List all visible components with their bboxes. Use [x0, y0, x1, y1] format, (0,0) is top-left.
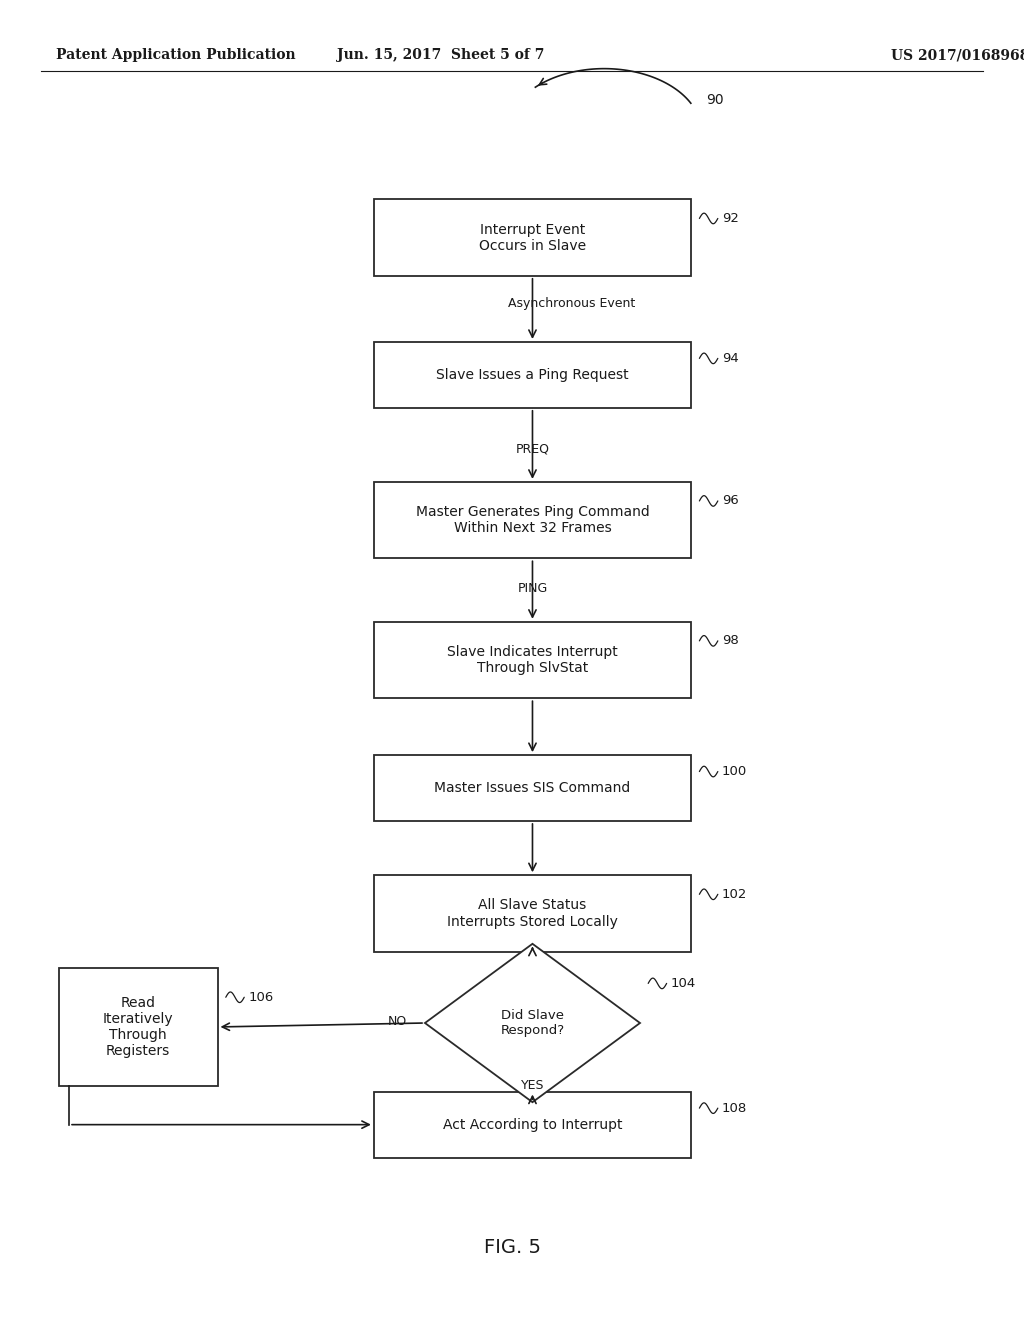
Text: Jun. 15, 2017  Sheet 5 of 7: Jun. 15, 2017 Sheet 5 of 7: [337, 49, 544, 62]
Text: Asynchronous Event: Asynchronous Event: [508, 297, 635, 310]
FancyBboxPatch shape: [374, 482, 691, 558]
Text: PREQ: PREQ: [515, 442, 550, 455]
FancyBboxPatch shape: [374, 1092, 691, 1158]
Text: Slave Indicates Interrupt
Through SlvStat: Slave Indicates Interrupt Through SlvSta…: [447, 645, 617, 675]
Polygon shape: [425, 944, 640, 1102]
Text: NO: NO: [388, 1015, 407, 1028]
Text: Patent Application Publication: Patent Application Publication: [56, 49, 296, 62]
FancyBboxPatch shape: [374, 755, 691, 821]
Text: 92: 92: [722, 213, 738, 224]
Text: 90: 90: [707, 94, 724, 107]
Text: Slave Issues a Ping Request: Slave Issues a Ping Request: [436, 368, 629, 381]
FancyBboxPatch shape: [374, 199, 691, 276]
Text: 100: 100: [722, 766, 748, 777]
Text: 96: 96: [722, 495, 738, 507]
Text: Interrupt Event
Occurs in Slave: Interrupt Event Occurs in Slave: [479, 223, 586, 252]
Text: Act According to Interrupt: Act According to Interrupt: [442, 1118, 623, 1131]
Text: US 2017/0168968 A1: US 2017/0168968 A1: [891, 49, 1024, 62]
Text: 102: 102: [722, 888, 748, 900]
Text: 108: 108: [722, 1102, 748, 1114]
Text: 106: 106: [249, 991, 273, 1003]
Text: Did Slave
Respond?: Did Slave Respond?: [501, 1008, 564, 1038]
FancyBboxPatch shape: [59, 968, 218, 1086]
FancyBboxPatch shape: [374, 875, 691, 952]
FancyBboxPatch shape: [374, 342, 691, 408]
Text: Read
Iteratively
Through
Registers: Read Iteratively Through Registers: [103, 995, 173, 1059]
Text: YES: YES: [521, 1078, 544, 1092]
Text: 94: 94: [722, 352, 738, 364]
Text: Master Generates Ping Command
Within Next 32 Frames: Master Generates Ping Command Within Nex…: [416, 506, 649, 535]
Text: 104: 104: [671, 977, 696, 990]
FancyBboxPatch shape: [374, 622, 691, 698]
Text: FIG. 5: FIG. 5: [483, 1238, 541, 1257]
Text: PING: PING: [517, 582, 548, 595]
Text: 98: 98: [722, 635, 738, 647]
Text: All Slave Status
Interrupts Stored Locally: All Slave Status Interrupts Stored Local…: [447, 899, 617, 928]
Text: Master Issues SIS Command: Master Issues SIS Command: [434, 781, 631, 795]
